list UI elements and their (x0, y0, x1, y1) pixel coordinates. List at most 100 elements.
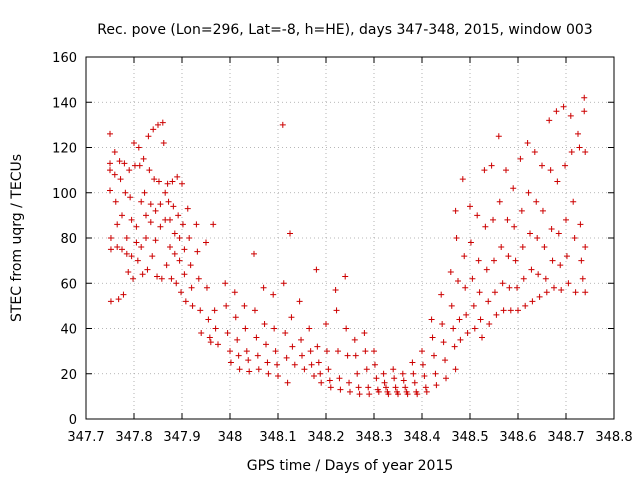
data-point (162, 189, 169, 196)
data-point (481, 167, 488, 174)
data-point (173, 280, 180, 287)
x-tick-label: 348.4 (403, 430, 440, 445)
data-point (462, 284, 469, 291)
data-point (447, 268, 454, 275)
data-point (336, 375, 343, 382)
data-point (332, 287, 339, 294)
data-point (197, 307, 204, 314)
data-point (115, 296, 122, 303)
data-point (119, 246, 125, 253)
data-point (504, 216, 511, 223)
data-point (576, 144, 583, 151)
data-point (463, 311, 470, 318)
x-tick-label: 347.8 (115, 430, 152, 445)
data-point (314, 343, 321, 350)
data-point (551, 284, 557, 291)
data-point (143, 212, 149, 219)
data-point (505, 253, 512, 260)
data-point (287, 230, 293, 237)
data-point (365, 384, 372, 391)
data-point (443, 375, 449, 382)
data-point (315, 359, 322, 366)
data-point (553, 108, 560, 115)
data-point (519, 244, 526, 251)
data-point (284, 379, 291, 386)
data-point (452, 207, 459, 214)
data-point (511, 223, 518, 230)
data-point (500, 307, 507, 314)
data-point (432, 370, 439, 377)
data-point (467, 203, 473, 210)
data-point (507, 307, 514, 314)
data-point (176, 235, 183, 241)
data-point (198, 330, 205, 337)
data-point (154, 273, 161, 280)
data-point (150, 126, 157, 133)
data-point (291, 361, 298, 368)
data-point (141, 189, 148, 196)
data-point (375, 388, 382, 395)
y-tick-label: 40 (60, 323, 77, 338)
data-point (400, 377, 407, 384)
data-point (152, 207, 159, 214)
data-point (440, 339, 447, 346)
data-point (486, 320, 493, 327)
x-tick-label: 348.1 (259, 430, 296, 445)
y-axis-label: STEC from uqrg / TECUs (9, 154, 25, 322)
y-tick-label: 0 (69, 413, 77, 428)
data-point (563, 216, 569, 223)
data-point (231, 289, 238, 296)
data-point (518, 207, 525, 214)
data-point (255, 366, 262, 373)
data-point (414, 391, 421, 398)
data-point (423, 388, 430, 395)
data-point (371, 348, 377, 355)
data-point (151, 176, 158, 183)
data-point (520, 275, 527, 282)
data-point (439, 320, 446, 327)
x-tick-label: 348 (218, 430, 243, 445)
data-point (563, 253, 570, 260)
data-point (187, 262, 194, 269)
data-point (433, 382, 440, 389)
y-tick-label: 60 (60, 277, 77, 292)
data-point (535, 271, 542, 278)
data-point (496, 198, 503, 205)
data-point (337, 386, 344, 393)
data-point (428, 316, 435, 323)
data-point (419, 361, 426, 368)
data-point (429, 334, 436, 341)
data-point (280, 280, 287, 287)
data-point (549, 257, 556, 264)
data-point (157, 201, 164, 208)
data-point (422, 384, 429, 391)
data-point (347, 388, 353, 395)
data-point (346, 379, 353, 386)
data-point (525, 189, 532, 196)
data-point (555, 230, 562, 237)
data-point (404, 391, 411, 398)
data-point (335, 348, 341, 355)
data-point (164, 180, 171, 187)
data-point (215, 341, 221, 348)
data-point (448, 302, 455, 309)
data-point (157, 223, 164, 230)
data-point (421, 373, 428, 380)
x-tick-label: 348.6 (499, 430, 536, 445)
data-point (242, 325, 249, 332)
data-point (307, 348, 314, 355)
data-point (565, 280, 572, 287)
data-point (485, 298, 492, 305)
data-point (246, 368, 253, 375)
data-point (270, 291, 277, 298)
data-point (133, 223, 140, 230)
data-point (155, 121, 161, 128)
data-point (571, 235, 578, 241)
data-point (547, 167, 554, 174)
data-point (539, 162, 545, 169)
data-point (491, 289, 498, 296)
data-point (251, 250, 257, 257)
data-point (274, 361, 281, 368)
data-point (182, 298, 189, 305)
data-point (572, 289, 579, 296)
